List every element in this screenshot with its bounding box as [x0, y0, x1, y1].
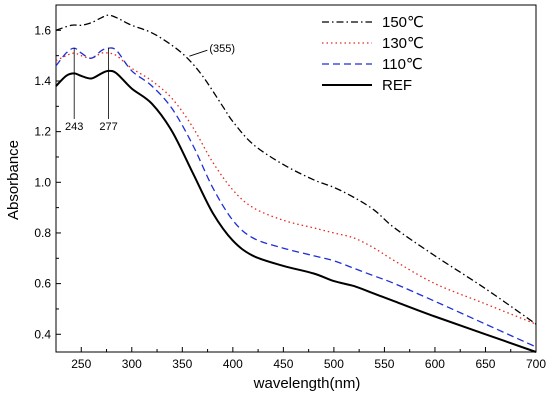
annotation-leader	[189, 49, 208, 57]
x-tick-label: 300	[122, 357, 142, 371]
x-tick-label: 250	[71, 357, 91, 371]
x-tick-label: 350	[172, 357, 192, 371]
y-tick-label: 1.4	[34, 74, 51, 88]
plot-frame	[55, 4, 537, 353]
annotation-label: 277	[99, 121, 117, 133]
series-layer	[55, 14, 537, 353]
legend: 150℃ 130℃ 110℃ REF	[322, 14, 424, 94]
x-axis-title: wavelength(nm)	[253, 375, 361, 392]
x-tick-label: 450	[273, 357, 293, 371]
legend-label: 150℃	[382, 14, 424, 31]
legend-label: REF	[382, 77, 412, 94]
series-line-2	[55, 47, 537, 348]
y-axis: 0.4 0.6 0.8 1.0 1.2 1.4 1.6	[34, 4, 61, 341]
annotation-label: (355)	[209, 43, 235, 55]
annotation-layer: 243 277 (355)	[65, 43, 235, 133]
x-tick-label: 650	[475, 357, 495, 371]
y-tick-label: 0.6	[34, 277, 51, 291]
series-line-0	[55, 14, 537, 325]
x-axis: 250 300 350 400 450 500 550 600 650 700	[55, 347, 546, 371]
y-tick-label: 1.6	[34, 23, 51, 37]
y-tick-label: 0.8	[34, 226, 51, 240]
y-tick-label: 0.4	[34, 327, 51, 341]
plot-border	[55, 4, 537, 353]
series-line-3	[55, 69, 537, 353]
legend-label: 130℃	[382, 35, 424, 52]
y-tick-label: 1.0	[34, 175, 51, 189]
series-line-1	[55, 51, 537, 325]
x-tick-label: 700	[526, 357, 546, 371]
x-tick-label: 550	[374, 357, 394, 371]
x-tick-label: 600	[425, 357, 445, 371]
x-tick-label: 400	[223, 357, 243, 371]
annotation-label: 243	[65, 121, 83, 133]
y-axis-title: Absorbance	[5, 140, 22, 220]
y-tick-label: 1.2	[34, 125, 51, 139]
x-tick-label: 500	[324, 357, 344, 371]
legend-label: 110℃	[382, 56, 423, 73]
